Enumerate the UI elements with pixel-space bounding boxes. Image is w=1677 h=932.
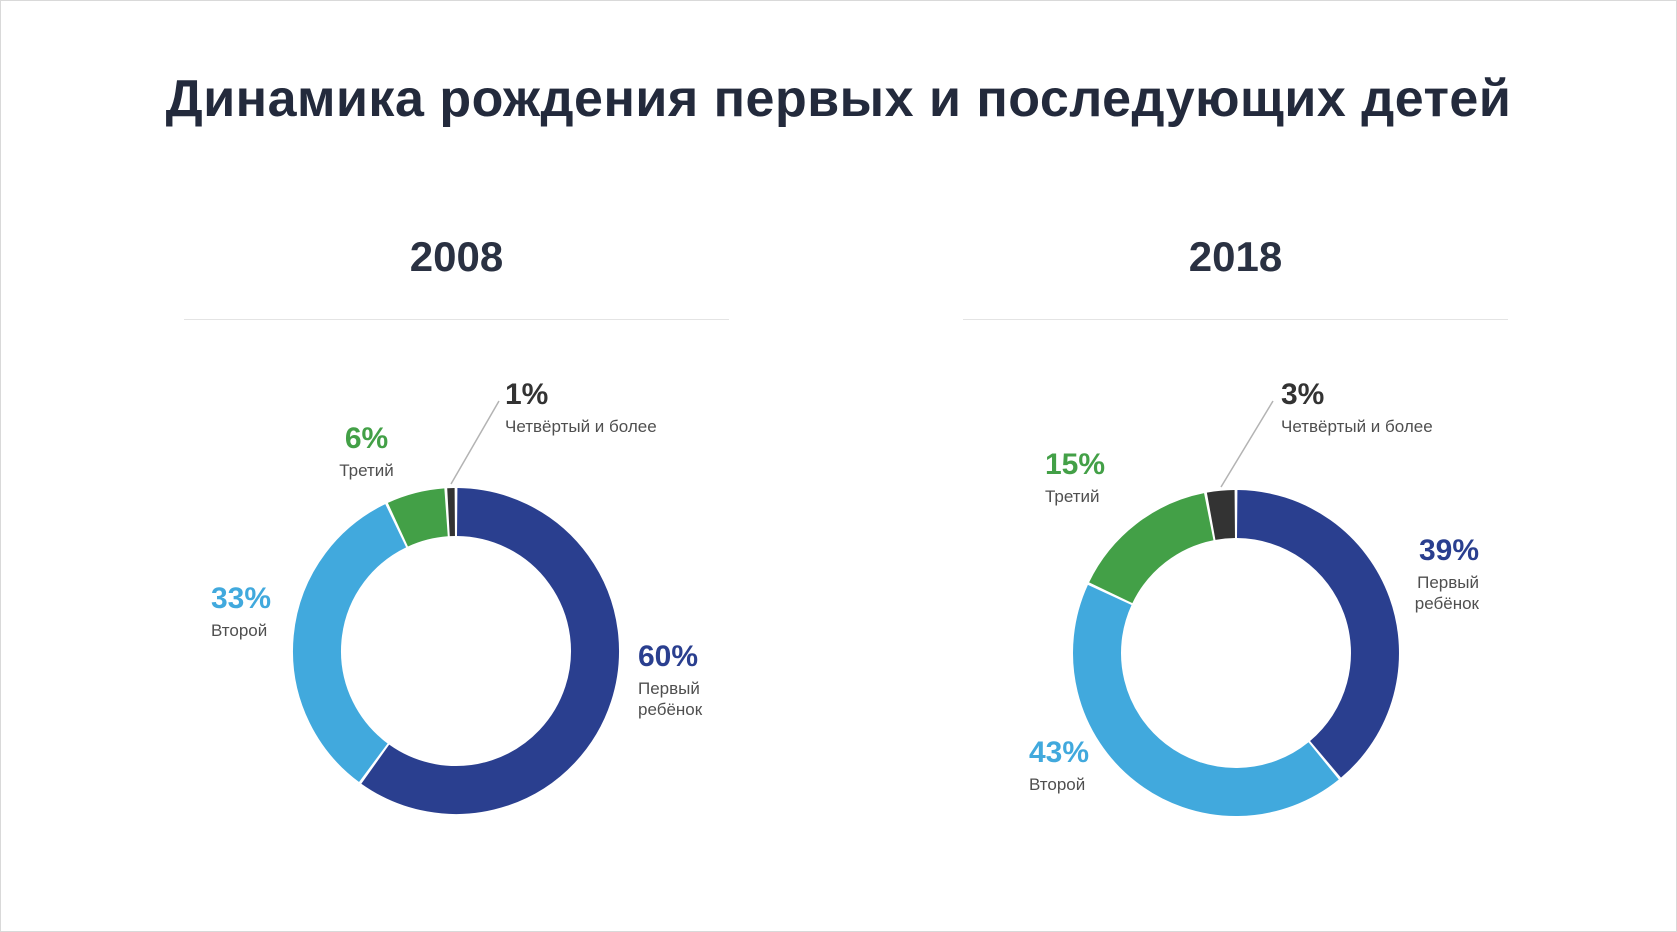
slice-label-2018-second-child: 43% Второй — [1029, 737, 1089, 795]
slice-category-label: Второй — [211, 620, 268, 640]
slice-category-label: Третий — [1045, 486, 1100, 506]
slice-value-label: 1% — [505, 378, 549, 411]
slice-value-label: 43% — [1029, 736, 1090, 769]
slice-value-label: 15% — [1045, 448, 1106, 481]
page-title: Динамика рождения первых и последующих д… — [165, 70, 1512, 128]
slice-label-2008-fourth-plus: 1% Четвёртый и более — [505, 379, 657, 437]
slice-label-2018-first-child: 39% Первый ребёнок — [1369, 535, 1479, 614]
slice-value-label: 6% — [344, 422, 389, 455]
chart-2008-year-heading: 2008 — [409, 233, 504, 280]
slice-category-label: Второй — [1029, 774, 1086, 794]
donut-segment-2018 — [1089, 493, 1215, 604]
leader-line-2008 — [450, 400, 500, 485]
divider-2018 — [963, 319, 1508, 320]
slice-category-label: Четвёртый и более — [505, 416, 657, 436]
slice-category-label: Третий — [339, 460, 394, 480]
leader-line-2018 — [1220, 400, 1274, 488]
donut-segment-2018 — [1206, 490, 1236, 540]
slice-value-label: 33% — [211, 582, 272, 615]
slice-label-2008-second-child: 33% Второй — [211, 583, 271, 641]
slice-label-2018-fourth-plus: 3% Четвёртый и более — [1281, 379, 1433, 437]
donut-segment-2008 — [361, 488, 619, 814]
slice-value-label: 39% — [1418, 534, 1479, 567]
donut-segment-2018 — [1236, 490, 1399, 778]
slice-label-2008-third-child: 6% Третий — [319, 423, 414, 481]
donut-segment-2008 — [387, 488, 449, 547]
slice-category-label: Четвёртый и более — [1281, 416, 1433, 436]
divider-2008 — [184, 319, 729, 320]
slice-value-label: 60% — [638, 640, 699, 673]
slice-category-label: Первый ребёнок — [1414, 572, 1479, 613]
donut-segment-2018 — [1073, 584, 1339, 816]
slice-category-label: Первый ребёнок — [638, 678, 703, 719]
slice-label-2018-third-child: 15% Третий — [1045, 449, 1105, 507]
slice-label-2008-first-child: 60% Первый ребёнок — [638, 641, 733, 720]
chart-2018-year-heading: 2018 — [1188, 233, 1283, 280]
slice-value-label: 3% — [1281, 378, 1325, 411]
donut-segment-2008 — [293, 504, 407, 783]
